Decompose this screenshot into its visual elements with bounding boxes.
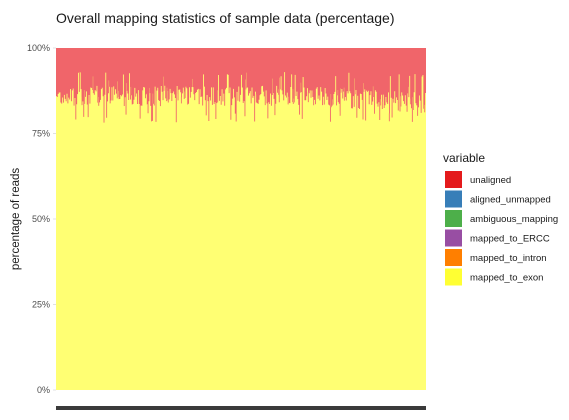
legend-label: unaligned bbox=[470, 175, 511, 186]
plot-area bbox=[56, 48, 426, 391]
mapped-to-exon-spikes bbox=[67, 71, 425, 122]
legend-label: mapped_to_exon bbox=[470, 273, 543, 284]
chart-title: Overall mapping statistics of sample dat… bbox=[56, 10, 395, 26]
legend-swatch bbox=[445, 229, 462, 247]
y-tick-label: 25% bbox=[32, 300, 50, 310]
legend-swatch bbox=[445, 210, 462, 227]
legend-label: mapped_to_ERCC bbox=[470, 234, 550, 245]
y-axis-ticks: 0% 25% 50% 75% 100% bbox=[27, 43, 56, 395]
y-tick-label: 100% bbox=[27, 43, 50, 53]
mapped-to-exon-band bbox=[56, 72, 426, 391]
legend: unaligned aligned_unmapped ambiguous_mappi… bbox=[445, 171, 558, 286]
x-axis-sample-bar bbox=[56, 406, 426, 410]
legend-title: variable bbox=[443, 151, 485, 165]
legend-label: aligned_unmapped bbox=[470, 195, 551, 206]
legend-label: mapped_to_intron bbox=[470, 253, 547, 264]
legend-swatch bbox=[445, 190, 462, 208]
legend-label: ambiguous_mapping bbox=[470, 214, 558, 225]
legend-swatch bbox=[445, 171, 462, 188]
y-tick-label: 0% bbox=[37, 385, 50, 395]
y-tick-label: 75% bbox=[32, 129, 50, 139]
y-tick-label: 50% bbox=[32, 214, 50, 224]
y-axis-title: percentage of reads bbox=[10, 168, 22, 271]
legend-swatch bbox=[445, 268, 462, 286]
legend-swatch bbox=[445, 249, 462, 266]
